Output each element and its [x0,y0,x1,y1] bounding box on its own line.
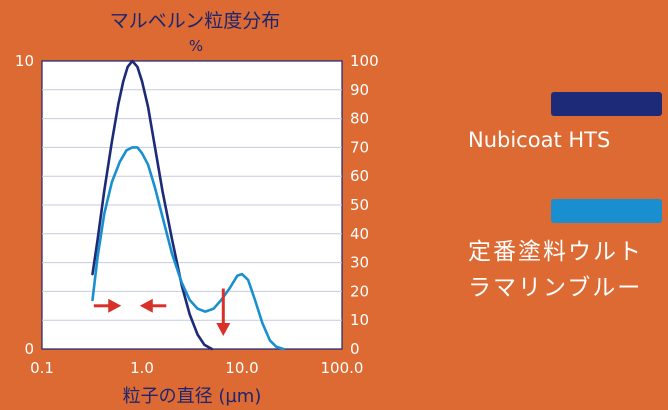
annotation-arrow-left [139,298,167,313]
y2-unit-label: % [189,37,203,55]
arrow-head [139,298,153,313]
x-axis-label: 粒子の直径 (µm) [123,386,262,407]
y2-tick-label-40: 40 [350,225,369,243]
legend-label-ultramarine-line2: ラマリンブルー [468,275,643,301]
legend-swatch-ultramarine [551,199,662,223]
legend-label-nubicoat: Nubicoat HTS [468,128,611,152]
arrow-head [216,323,231,337]
y2-tick-label-10: 10 [350,311,369,329]
y1-tick-label-0: 0 [24,340,34,358]
y1-tick-label-10: 10 [15,52,34,70]
annotation-arrow-down [216,288,231,337]
y2-tick-label-80: 80 [350,110,369,128]
y2-tick-label-70: 70 [350,138,369,156]
series-line-1 [91,59,214,351]
arrow-head [108,298,122,313]
y2-tick-label-30: 30 [350,254,369,272]
x-tick-label-0.1: 0.1 [30,359,54,377]
annotation-arrow-right [93,298,122,313]
y2-tick-label-100: 100 [350,52,379,70]
y2-tick-label-60: 60 [350,167,369,185]
legend-label-ultramarine-line1: 定番塗料ウルト [468,239,643,265]
series-line-2 [91,146,285,351]
chart-title: マルベルン粒度分布 [110,10,281,32]
x-tick-label-100.0: 100.0 [321,359,364,377]
y2-tick-label-90: 90 [350,81,369,99]
y2-tick-label-50: 50 [350,196,369,214]
x-tick-label-10.0: 10.0 [225,359,258,377]
legend-swatch-nubicoat [551,92,662,116]
x-tick-label-1.0: 1.0 [130,359,154,377]
y2-tick-label-20: 20 [350,282,369,300]
y2-tick-label-0: 0 [350,340,360,358]
